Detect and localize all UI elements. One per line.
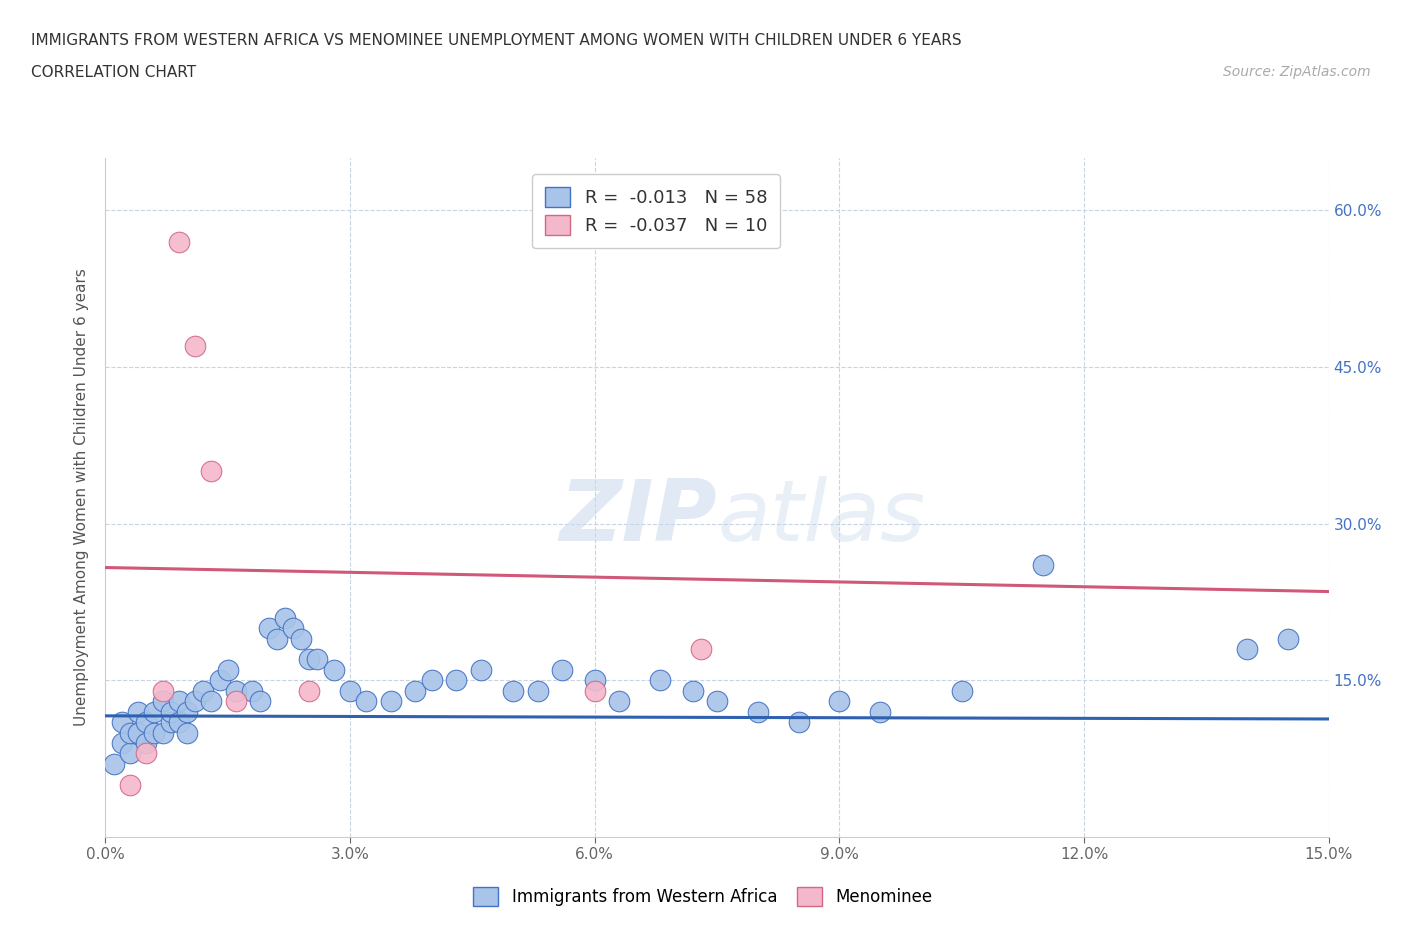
Y-axis label: Unemployment Among Women with Children Under 6 years: Unemployment Among Women with Children U… <box>75 269 90 726</box>
Point <box>135 746 157 761</box>
Point <box>607 694 630 709</box>
Text: IMMIGRANTS FROM WESTERN AFRICA VS MENOMINEE UNEMPLOYMENT AMONG WOMEN WITH CHILDR: IMMIGRANTS FROM WESTERN AFRICA VS MENOMI… <box>31 33 962 47</box>
Point <box>281 620 304 635</box>
Point <box>152 684 174 698</box>
Point <box>682 684 704 698</box>
Point <box>184 339 207 353</box>
Point <box>159 714 181 729</box>
Legend: Immigrants from Western Africa, Menominee: Immigrants from Western Africa, Menomine… <box>465 878 941 914</box>
Point <box>167 234 190 249</box>
Point <box>249 694 271 709</box>
Point <box>1032 558 1054 573</box>
Point <box>225 694 247 709</box>
Point <box>127 725 149 740</box>
Point <box>127 704 149 719</box>
Legend: R =  -0.013   N = 58, R =  -0.037   N = 10: R = -0.013 N = 58, R = -0.037 N = 10 <box>531 174 780 248</box>
Point <box>143 725 166 740</box>
Point <box>111 736 134 751</box>
Point <box>404 684 426 698</box>
Point <box>103 756 125 771</box>
Point <box>706 694 728 709</box>
Point <box>583 673 606 688</box>
Point <box>159 704 181 719</box>
Point <box>274 610 297 625</box>
Point <box>167 714 190 729</box>
Text: CORRELATION CHART: CORRELATION CHART <box>31 65 195 80</box>
Point <box>152 694 174 709</box>
Point <box>184 694 207 709</box>
Point <box>339 684 361 698</box>
Point <box>193 684 215 698</box>
Point <box>869 704 891 719</box>
Point <box>502 684 524 698</box>
Text: Source: ZipAtlas.com: Source: ZipAtlas.com <box>1223 65 1371 79</box>
Point <box>747 704 769 719</box>
Point <box>828 694 851 709</box>
Point <box>298 652 321 667</box>
Point <box>167 694 190 709</box>
Point <box>1236 642 1258 657</box>
Point <box>526 684 548 698</box>
Point <box>290 631 312 646</box>
Point <box>380 694 402 709</box>
Point <box>266 631 288 646</box>
Text: atlas: atlas <box>717 476 925 560</box>
Point <box>152 725 174 740</box>
Point <box>420 673 443 688</box>
Point <box>135 736 157 751</box>
Point <box>208 673 231 688</box>
Point <box>118 746 141 761</box>
Point <box>950 684 973 698</box>
Point <box>217 662 239 677</box>
Point <box>648 673 671 688</box>
Point <box>200 694 222 709</box>
Point <box>689 642 711 657</box>
Point <box>176 725 198 740</box>
Text: ZIP: ZIP <box>560 476 717 560</box>
Point <box>298 684 321 698</box>
Point <box>444 673 467 688</box>
Point <box>240 684 263 698</box>
Point <box>118 725 141 740</box>
Point <box>551 662 574 677</box>
Point <box>135 714 157 729</box>
Point <box>322 662 344 677</box>
Point <box>583 684 606 698</box>
Point <box>143 704 166 719</box>
Point <box>176 704 198 719</box>
Point <box>200 464 222 479</box>
Point <box>225 684 247 698</box>
Point <box>470 662 492 677</box>
Point <box>787 714 810 729</box>
Point <box>257 620 280 635</box>
Point <box>307 652 329 667</box>
Point <box>118 777 141 792</box>
Point <box>356 694 378 709</box>
Point <box>1277 631 1299 646</box>
Point <box>111 714 134 729</box>
